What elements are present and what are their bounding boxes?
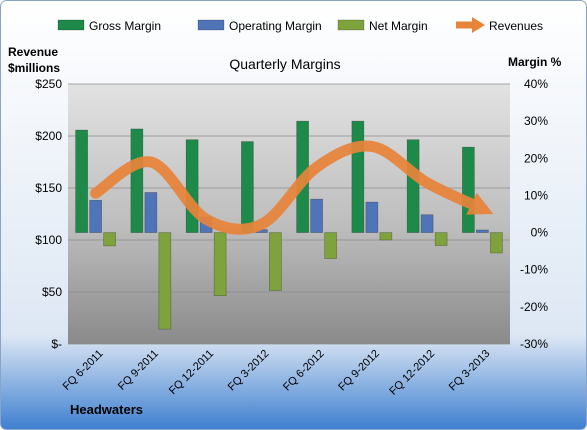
- company-label: Headwaters: [70, 402, 143, 417]
- revenue-line-layer: [90, 140, 494, 235]
- bar-net-margin-fq-3-2012: [269, 232, 282, 291]
- bar-net-margin-fq-12-2011: [213, 232, 227, 297]
- legend: Gross Margin Operating Margin Net Margin Re…: [57, 17, 543, 33]
- right-tick-label: 30%: [524, 114, 548, 128]
- right-tick-label: 0%: [531, 226, 549, 240]
- bar-gross-margin-fq-9-2012: [351, 120, 365, 233]
- bar-operating-margin-fq-12-2012: [420, 214, 434, 233]
- legend-swatch-operating-margin: [197, 19, 225, 31]
- left-axis-label-line1: Revenue: [8, 45, 58, 59]
- chart-title: Quarterly Margins: [229, 56, 340, 72]
- bar-operating-margin-fq-9-2012: [365, 201, 379, 233]
- right-tick-label: -10%: [520, 263, 548, 277]
- left-tick-label: $100: [35, 233, 62, 247]
- legend-swatch-net-margin: [337, 19, 365, 31]
- bar-gross-margin-fq-3-2013: [462, 146, 475, 233]
- legend-label-net-margin: Net Margin: [369, 19, 428, 33]
- right-tick-label: 10%: [524, 188, 548, 202]
- left-tick-label: $250: [35, 77, 62, 91]
- bar-net-margin-fq-9-2011: [158, 232, 172, 330]
- legend-arrow-icon: [472, 17, 485, 33]
- bar-operating-margin-fq-3-2013: [476, 229, 489, 233]
- bar-gross-margin-fq-3-2012: [241, 141, 254, 233]
- legend-label-gross-margin: Gross Margin: [89, 19, 161, 33]
- right-tick-label: 40%: [524, 77, 548, 91]
- right-tick-label: -20%: [520, 300, 548, 314]
- bar-gross-margin-fq-12-2012: [406, 139, 420, 233]
- legend-swatch-gross-margin: [57, 19, 85, 31]
- legend-label-revenues: Revenues: [489, 19, 543, 33]
- bar-net-margin-fq-6-2012: [324, 232, 337, 259]
- bar-net-margin-fq-9-2012: [379, 232, 393, 241]
- bar-operating-margin-fq-6-2012: [310, 198, 323, 233]
- right-axis-ticks: -30% -20% -10% 0% 10% 20% 30% 40%: [520, 77, 548, 351]
- bar-operating-margin-fq-9-2011: [144, 192, 158, 233]
- bar-operating-margin-fq-6-2011: [89, 199, 102, 233]
- legend-label-operating-margin: Operating Margin: [229, 19, 322, 33]
- left-tick-label: $50: [42, 285, 62, 299]
- right-axis-label: Margin %: [508, 55, 562, 69]
- bar-gross-margin-fq-6-2011: [75, 129, 88, 233]
- left-axis-ticks: $- $50 $100 $150 $200 $250: [35, 77, 62, 351]
- left-tick-label: $-: [51, 337, 62, 351]
- left-tick-label: $200: [35, 129, 62, 143]
- bar-net-margin-fq-3-2013: [490, 232, 503, 254]
- right-tick-label: 20%: [524, 151, 548, 165]
- bar-gross-margin-fq-9-2011: [130, 128, 144, 233]
- left-tick-label: $150: [35, 181, 62, 195]
- bar-net-margin-fq-12-2012: [434, 232, 448, 246]
- bar-net-margin-fq-6-2011: [103, 232, 116, 247]
- left-axis-label-line2: $millions: [8, 61, 60, 75]
- revenue-line: [90, 140, 494, 235]
- right-tick-label: -30%: [520, 337, 548, 351]
